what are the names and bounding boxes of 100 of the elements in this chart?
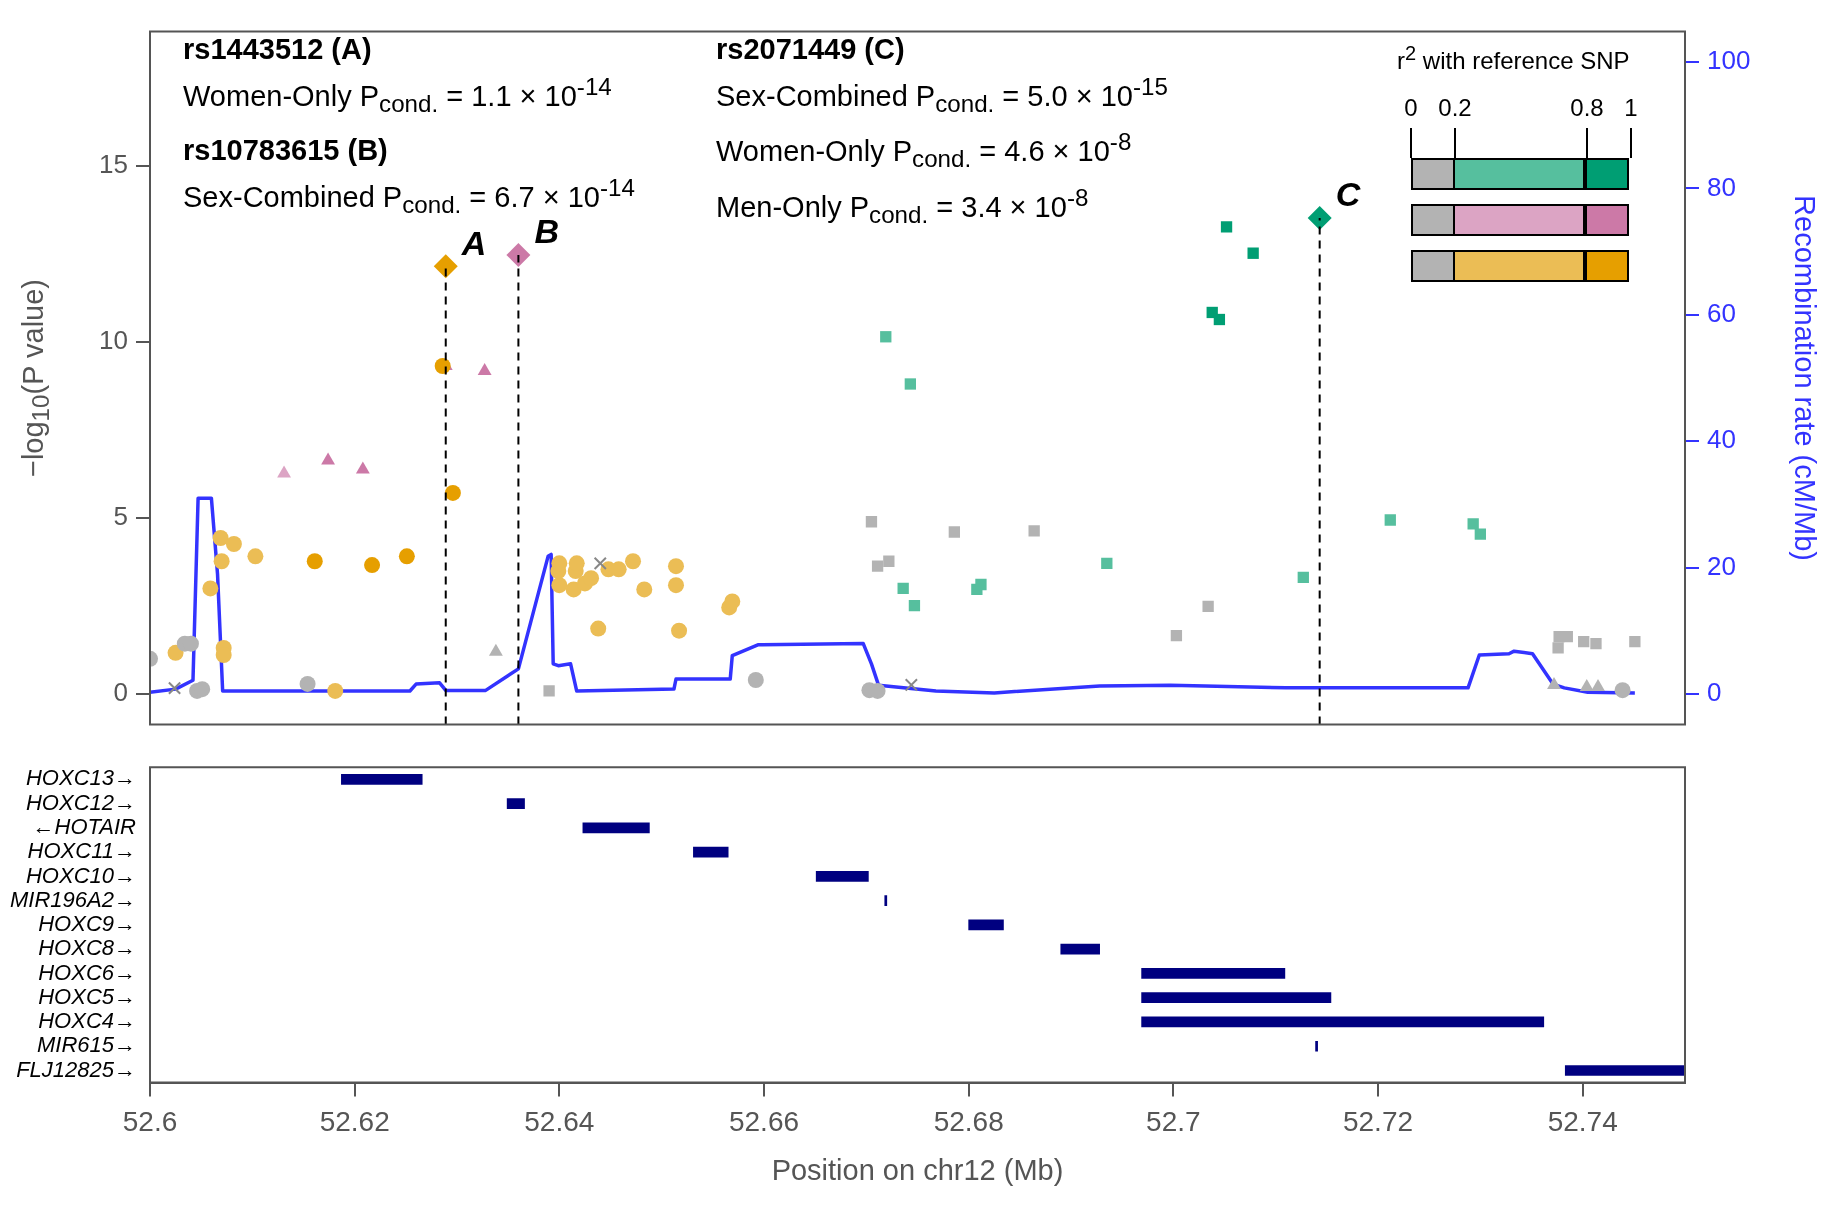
point [551,577,568,594]
annotation: rs1443512 (A) [183,32,373,67]
point [398,548,415,565]
y2-tick-label: 60 [1707,298,1736,329]
x-tick-label: 52.64 [524,1106,595,1138]
x-tick-label: 52.7 [1146,1106,1201,1138]
annotation: 0.2 [1438,94,1472,122]
point [306,553,323,570]
y-tick-label: 0 [113,677,128,708]
point [1384,514,1396,526]
point [1614,682,1631,699]
y-tick-label: HOXC6→ [38,959,136,985]
point [225,535,242,552]
point [904,378,916,390]
point [167,681,182,695]
point [724,593,741,610]
point [444,484,461,501]
bar [1141,968,1286,979]
y-tick-label: MIR196A2→ [10,886,136,912]
point [1202,600,1214,613]
x-tick-label: 52.62 [319,1106,390,1138]
point [1028,525,1040,537]
point [636,581,653,598]
point [590,620,607,637]
point [871,560,884,572]
point [671,622,688,639]
point [883,555,895,567]
y-tick-label: MIR615→ [36,1032,136,1058]
point [1629,635,1641,648]
annotation: rs10783615 (B) [183,133,389,169]
bar [968,919,1004,931]
point [1213,313,1226,326]
bar [506,798,525,809]
bar [884,895,888,906]
point [1552,642,1564,654]
point [1247,247,1259,259]
y-tick-label: 15 [99,148,128,179]
point [747,672,764,688]
y2-tick-label: 40 [1707,424,1736,455]
point [904,678,919,692]
y-tick-label: ←HOTAIR [32,813,137,839]
point [897,582,909,595]
point [1101,557,1113,570]
point [593,556,607,571]
point [1590,638,1602,650]
y2-tick-label: 100 [1707,45,1751,76]
y-tick-label: HOXC5→ [38,983,136,1009]
y-tick-label: 10 [99,324,128,355]
x-tick-label: 52.68 [933,1106,1004,1138]
x-tick-label: 52.6 [122,1106,178,1138]
point [583,570,600,587]
x-tick-label: 52.66 [728,1106,800,1138]
y2-axis-title: Recombination rate (cM/Mb) [1787,195,1821,561]
point [1579,679,1594,692]
point [506,243,531,268]
annotation: Women-Only P$_{cond.}$ = 4.6 × 10$^{-8}$ [716,127,1133,175]
x-axis-title: Position on chr12 (Mb) [771,1153,1064,1186]
y-tick-label: HOXC9→ [38,911,136,937]
annotation: r$^{2}$ with reference SNP [1397,42,1630,75]
annotation: 0 [1404,94,1418,122]
y-tick-label: 5 [113,501,128,532]
y2-tick-label: 0 [1707,677,1722,708]
point [880,331,892,343]
point [212,529,229,546]
y-tick-label: HOXC4→ [38,1008,136,1034]
point [299,675,316,692]
bar [1315,1040,1318,1052]
annotation: Women-Only P$_{cond.}$ = 1.1 × 10$^{-14}$ [183,72,613,120]
point [543,685,555,697]
y-tick-label: HOXC10→ [25,862,136,888]
point [202,580,219,597]
annotation: A [460,223,487,262]
point [667,558,684,575]
x-tick-label: 52.72 [1342,1106,1414,1138]
point [327,682,344,699]
y-tick-label: FLJ12825→ [16,1056,136,1082]
y-tick-label: HOXC11→ [27,838,136,864]
annotation: C [1335,175,1361,214]
point [364,557,381,574]
point [1297,571,1309,584]
point [908,599,921,612]
bar [1141,1016,1545,1028]
point [1467,518,1479,530]
annotation: Sex-Combined P$_{cond.}$ = 5.0 × 10$^{-15}$ [716,72,1168,120]
annotation: rs2071449 (C) [716,32,906,67]
point [975,578,987,591]
x-tick-label: 52.74 [1547,1106,1618,1138]
point [434,358,451,375]
bar [1141,992,1332,1004]
bar [815,871,869,882]
bar [341,774,423,785]
y-tick-label: HOXC8→ [38,935,136,961]
point [1474,528,1486,540]
point [1170,629,1183,642]
point [865,516,878,528]
point [1578,635,1590,648]
y-tick-label: HOXC13→ [25,765,136,791]
y2-tick-label: 20 [1707,550,1736,581]
point [247,548,264,565]
point [433,254,458,279]
